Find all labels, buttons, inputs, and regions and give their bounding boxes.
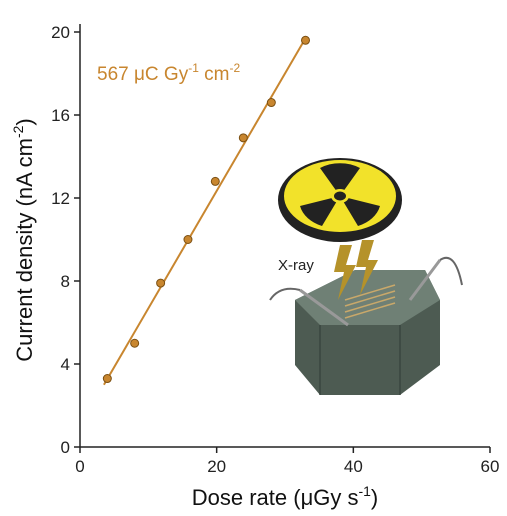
- x-axis-label: Dose rate (μGy s-1): [192, 483, 379, 510]
- y-label-text: Current density (nA cm: [12, 138, 37, 362]
- x-tick-label: 0: [75, 457, 84, 476]
- annotation-text: cm: [199, 64, 230, 85]
- y-tick-label: 12: [51, 189, 70, 208]
- y-tick-label: 8: [61, 272, 70, 291]
- data-point: [131, 339, 139, 347]
- y-tick-label: 20: [51, 23, 70, 42]
- fit-line: [104, 38, 306, 385]
- inset-label: X-ray: [278, 257, 314, 274]
- x-tick-label: 60: [481, 457, 500, 476]
- y-tick-label: 4: [61, 355, 70, 374]
- x-label-text: ): [371, 485, 378, 510]
- annotation-sup: -2: [230, 61, 241, 75]
- x-label-text: Dose rate (μGy s: [192, 485, 359, 510]
- data-point: [103, 375, 111, 383]
- y-tick-label: 0: [61, 438, 70, 457]
- data-point: [239, 134, 247, 142]
- x-tick-label: 20: [207, 457, 226, 476]
- annotation: 567 μC Gy-1 cm-2: [97, 61, 240, 85]
- chart: X-ray 567 μC Gy-1 cm-2 Dose rate (μGy s-…: [0, 0, 507, 516]
- y-axis-label: Current density (nA cm-2): [10, 118, 37, 362]
- data-point: [211, 177, 219, 185]
- data-point: [157, 279, 165, 287]
- data-point: [302, 36, 310, 44]
- x-tick-label: 40: [344, 457, 363, 476]
- annotation-text: 567 μC Gy: [97, 64, 189, 85]
- x-label-sup: -1: [358, 483, 371, 499]
- y-label-text: ): [12, 118, 37, 125]
- y-tick-label: 16: [51, 106, 70, 125]
- data-point: [267, 99, 275, 107]
- data-point: [184, 236, 192, 244]
- page: {"chart_data": {"type": "scatter", "anno…: [0, 0, 507, 516]
- inset-illustration: X-ray: [270, 158, 462, 395]
- y-label-sup: -2: [10, 125, 26, 138]
- annotation-sup: -1: [188, 61, 199, 75]
